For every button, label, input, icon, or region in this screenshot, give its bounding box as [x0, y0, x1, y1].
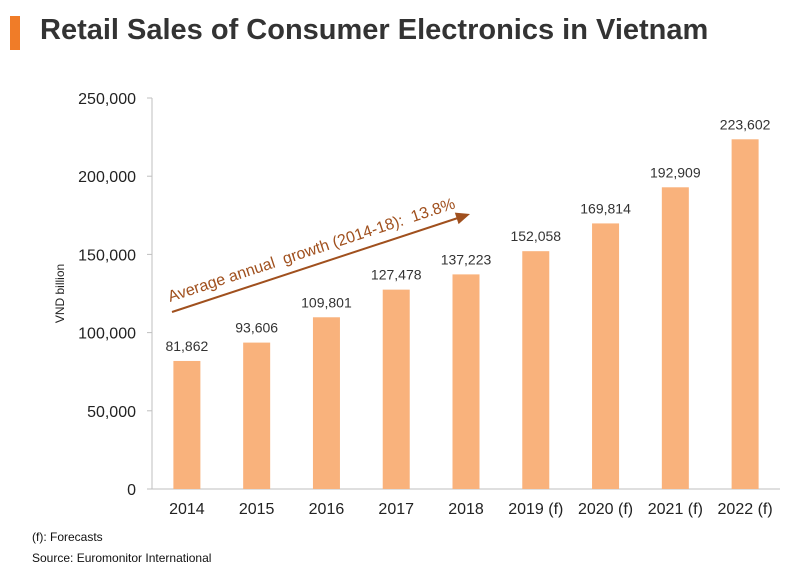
y-tick-label: 100,000: [78, 326, 136, 343]
x-tick-label: 2014: [169, 501, 205, 518]
x-tick-label: 2022 (f): [718, 501, 773, 518]
bar-group: [173, 139, 759, 490]
bar: [173, 360, 201, 489]
y-tick-label: 250,000: [78, 91, 136, 108]
bar: [452, 274, 480, 489]
title-accent-bar: [10, 16, 20, 50]
growth-arrow-head: [454, 212, 470, 225]
page-title: Retail Sales of Consumer Electronics in …: [40, 14, 709, 46]
data-label: 169,814: [580, 200, 631, 216]
bar: [592, 223, 620, 490]
bar: [522, 251, 550, 489]
x-tick-label: 2015: [239, 501, 275, 518]
x-tick-label: 2016: [309, 501, 345, 518]
growth-arrow-line: [171, 216, 461, 313]
forecast-footnote: (f): Forecasts: [32, 530, 103, 544]
data-label: 137,223: [441, 251, 492, 267]
x-tick-label: 2020 (f): [578, 501, 633, 518]
x-tick-label: 2019 (f): [508, 501, 563, 518]
bar: [661, 187, 689, 489]
x-tick-group: 2014 2015 2016 2017 2018 2019 (f) 2020 (f) 2021…: [169, 501, 773, 518]
x-tick-label: 2017: [378, 501, 414, 518]
x-tick-label: 2021 (f): [648, 501, 703, 518]
value-label-group: 81,862 93,606 109,801 127,478 137,223 152,058…: [165, 116, 770, 354]
bar: [243, 342, 271, 489]
y-tick-label: 200,000: [78, 169, 136, 186]
source-footnote: Source: Euromonitor International: [32, 551, 212, 565]
y-tick-label: 150,000: [78, 247, 136, 264]
y-tick-group: 0 50,000 100,000 150,000 200,000 250,000: [78, 91, 152, 499]
bar: [382, 289, 410, 489]
data-label: 192,909: [650, 164, 701, 180]
x-tick-label: 2018: [448, 501, 484, 518]
data-label: 81,862: [165, 338, 208, 354]
data-label: 223,602: [720, 116, 771, 132]
data-label: 152,058: [510, 228, 561, 244]
y-axis-label: VND billion: [53, 264, 67, 323]
data-label: 109,801: [301, 294, 352, 310]
y-tick-label: 50,000: [87, 404, 136, 421]
growth-annotation-text: Average annual growth (2014-18): 13.8%: [166, 196, 457, 306]
data-label: 127,478: [371, 267, 422, 283]
data-label: 93,606: [235, 320, 278, 336]
y-tick-label: 0: [127, 482, 136, 499]
bar: [731, 139, 759, 489]
bar: [312, 317, 340, 489]
